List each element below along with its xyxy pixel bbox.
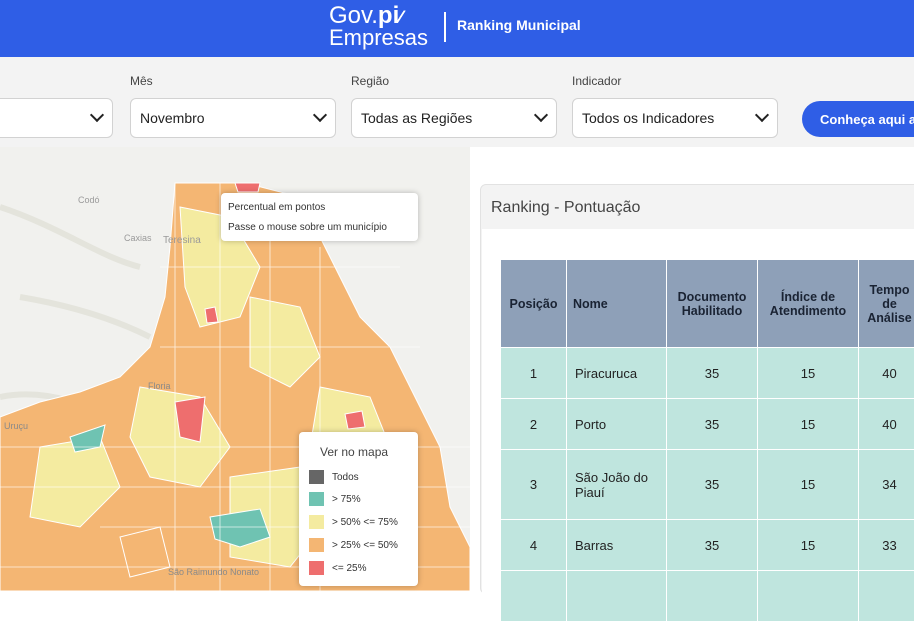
- table-row[interactable]: 2 Porto 35 15 40: [501, 399, 914, 450]
- legend-title: Ver no mapa: [320, 445, 388, 459]
- legend-label: > 25% <= 50%: [332, 540, 398, 551]
- chevron-down-icon: [755, 108, 769, 122]
- cell-posicao: 1: [501, 348, 567, 399]
- legend-label: Todos: [332, 472, 359, 483]
- cell-posicao: 3: [501, 450, 567, 520]
- legend-swatch: [309, 515, 324, 529]
- legend-label: <= 25%: [332, 563, 366, 574]
- cell-indice: 15: [758, 399, 859, 450]
- logo-line2: Empresas: [329, 25, 428, 51]
- cell-documento: 35: [667, 399, 758, 450]
- page-title: Ranking Municipal: [457, 17, 581, 33]
- gov-pi-empresas-logo[interactable]: Gov.pi∕∕∕ Empresas: [329, 2, 439, 54]
- regiao-select[interactable]: Todas as Regiões: [351, 98, 557, 138]
- ano-select[interactable]: [0, 98, 113, 138]
- logo-divider: [444, 12, 446, 42]
- cell-empty: [501, 571, 567, 622]
- cell-nome: São João do Piauí: [567, 450, 667, 520]
- indicador-select[interactable]: Todos os Indicadores: [572, 98, 778, 138]
- legend-swatch: [309, 470, 324, 484]
- chevron-down-icon: [90, 108, 104, 122]
- cell-empty: [667, 571, 758, 622]
- cell-tempo: 34: [859, 450, 914, 520]
- place-label: São Raimundo Nonato: [168, 567, 259, 577]
- cell-documento: 35: [667, 520, 758, 571]
- cell-documento: 35: [667, 348, 758, 399]
- top-header: Gov.pi∕∕∕ Empresas Ranking Municipal: [0, 0, 914, 57]
- col-posicao[interactable]: Posição: [501, 260, 567, 348]
- map-legend: Ver no mapa Todos > 75% > 50% <= 75% > 2…: [299, 432, 418, 586]
- regiao-label: Região: [351, 74, 389, 88]
- ranking-table: Posição Nome Documento Habilitado Índice…: [500, 259, 914, 622]
- place-label: Uruçu: [4, 421, 28, 431]
- table-row[interactable]: 1 Piracuruca 35 15 40: [501, 348, 914, 399]
- table-row[interactable]: [501, 571, 914, 622]
- cell-tempo: 33: [859, 520, 914, 571]
- cell-empty: [758, 571, 859, 622]
- filter-bar: Mês Novembro Região Todas as Regiões Ind…: [0, 57, 914, 147]
- place-label: Floria: [148, 381, 171, 391]
- tooltip-line2: Passe o mouse sobre um município: [228, 222, 387, 233]
- mes-select[interactable]: Novembro: [130, 98, 336, 138]
- cell-empty: [567, 571, 667, 622]
- indicador-select-value: Todos os Indicadores: [582, 110, 714, 126]
- col-indice[interactable]: Índice de Atendimento: [758, 260, 859, 348]
- place-label: Caxias: [124, 233, 152, 243]
- cell-tempo: 40: [859, 348, 914, 399]
- col-tempo[interactable]: Tempo de Análise: [859, 260, 914, 348]
- cell-documento: 35: [667, 450, 758, 520]
- legend-label: > 50% <= 75%: [332, 517, 398, 528]
- col-documento[interactable]: Documento Habilitado: [667, 260, 758, 348]
- cell-nome: Piracuruca: [567, 348, 667, 399]
- chevron-down-icon: [313, 108, 327, 122]
- table-row[interactable]: 4 Barras 35 15 33: [501, 520, 914, 571]
- indicador-label: Indicador: [572, 74, 621, 88]
- place-label: Teresina: [163, 235, 201, 246]
- cell-indice: 15: [758, 348, 859, 399]
- mes-select-value: Novembro: [140, 110, 205, 126]
- cell-tempo: 40: [859, 399, 914, 450]
- cell-nome: Porto: [567, 399, 667, 450]
- col-nome[interactable]: Nome: [567, 260, 667, 348]
- cell-posicao: 2: [501, 399, 567, 450]
- ranking-body: Posição Nome Documento Habilitado Índice…: [482, 229, 914, 599]
- legend-swatch: [309, 561, 324, 575]
- mes-label: Mês: [130, 74, 153, 88]
- cell-nome: Barras: [567, 520, 667, 571]
- conheca-button[interactable]: Conheça aqui a: [802, 101, 914, 137]
- ranking-panel: Ranking - Pontuação Posição Nome Documen…: [480, 184, 914, 594]
- table-row[interactable]: 3 São João do Piauí 35 15 34: [501, 450, 914, 520]
- regiao-select-value: Todas as Regiões: [361, 110, 472, 126]
- cell-empty: [859, 571, 914, 622]
- ranking-title: Ranking - Pontuação: [491, 199, 640, 217]
- legend-label: > 75%: [332, 494, 361, 505]
- cell-indice: 15: [758, 450, 859, 520]
- table-header-row: Posição Nome Documento Habilitado Índice…: [501, 260, 914, 348]
- place-label: Codó: [78, 195, 100, 205]
- map-tooltip: Percentual em pontos Passe o mouse sobre…: [221, 193, 418, 241]
- cell-indice: 15: [758, 520, 859, 571]
- cell-posicao: 4: [501, 520, 567, 571]
- legend-swatch: [309, 538, 324, 552]
- legend-swatch: [309, 492, 324, 506]
- tooltip-line1: Percentual em pontos: [228, 202, 325, 213]
- chevron-down-icon: [534, 108, 548, 122]
